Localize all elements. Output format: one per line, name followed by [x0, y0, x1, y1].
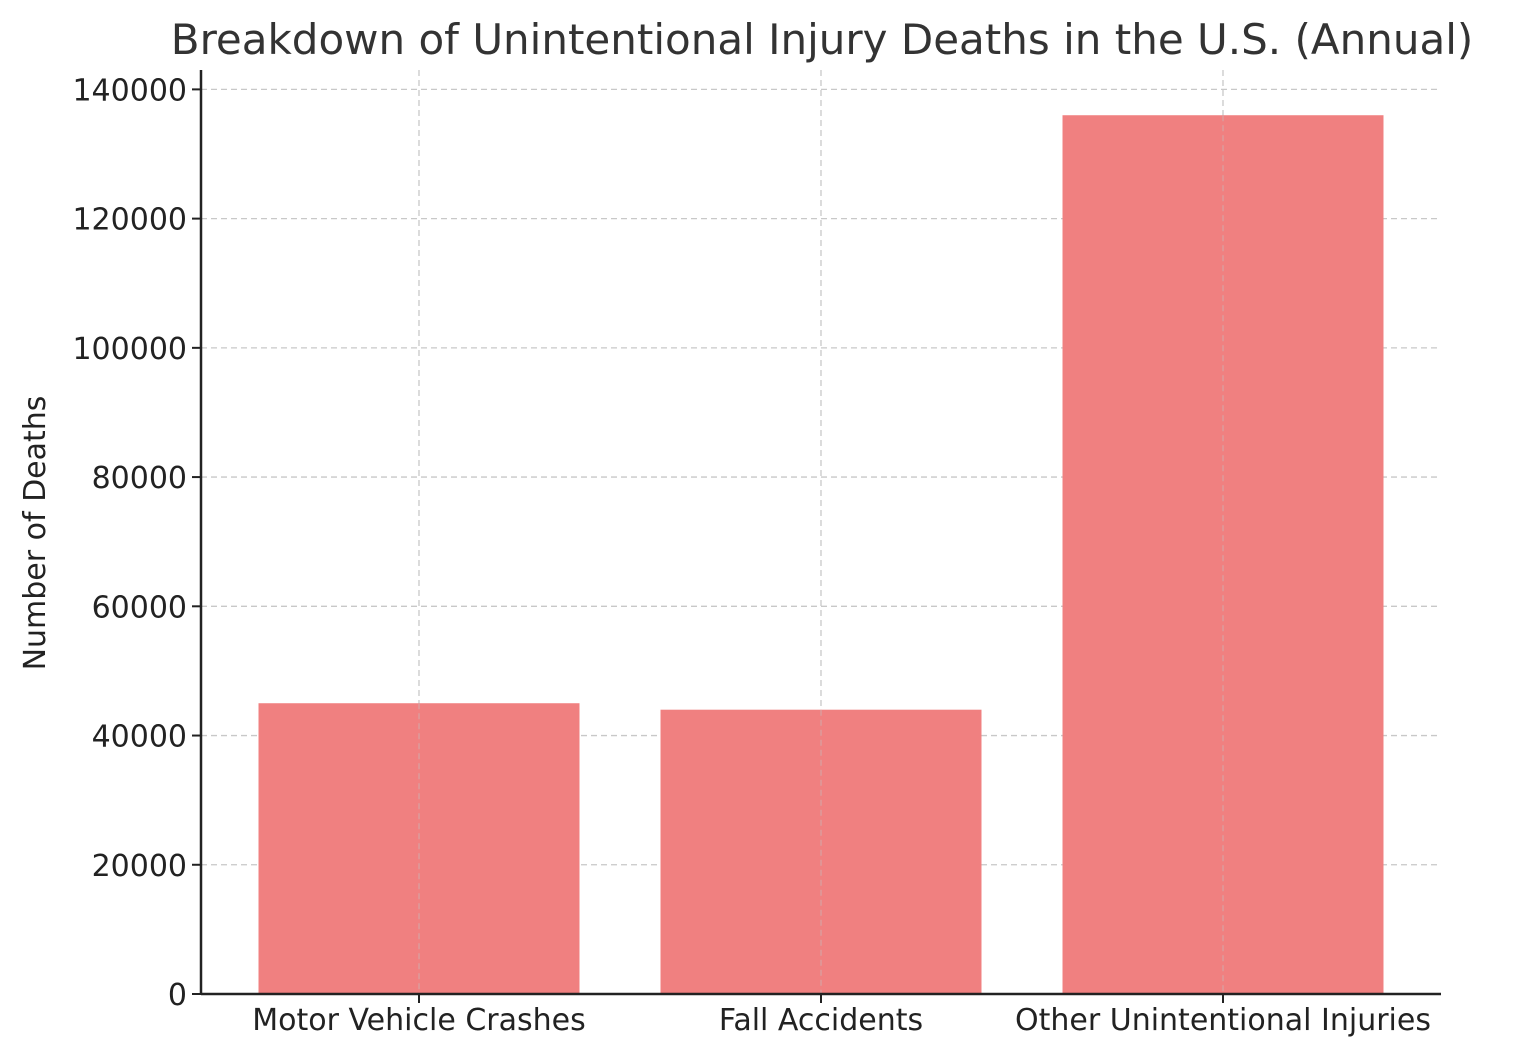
y-tick-label: 120000 [72, 203, 187, 238]
y-tick-label: 80000 [92, 461, 187, 496]
x-tick-label: Motor Vehicle Crashes [252, 1003, 585, 1038]
x-ticks: Motor Vehicle Crashes Fall Accidents Other… [252, 994, 1431, 1038]
y-tick-label: 0 [168, 978, 187, 1013]
y-axis-label: Number of Deaths [18, 396, 53, 671]
y-ticks: 0 20000 40000 60000 80000 100000 120000 140000 [72, 73, 201, 1013]
y-tick-label: 140000 [72, 73, 187, 108]
y-tick-label: 20000 [92, 849, 187, 884]
x-tick-label: Other Unintentional Injuries [1015, 1003, 1431, 1038]
y-tick-label: 100000 [72, 332, 187, 367]
x-tick-label: Fall Accidents [719, 1003, 923, 1038]
chart-title: Breakdown of Unintentional Injury Deaths… [171, 15, 1474, 64]
bars [258, 115, 1384, 994]
y-tick-label: 40000 [92, 720, 187, 755]
y-tick-label: 60000 [92, 590, 187, 625]
